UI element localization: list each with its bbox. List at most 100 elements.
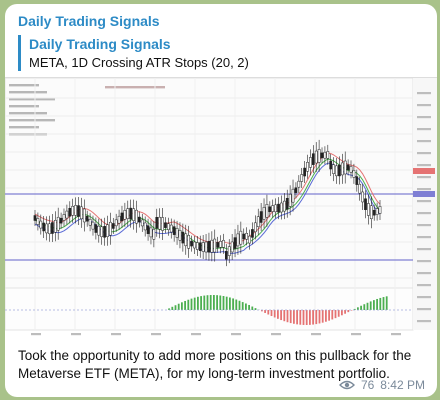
candle-body [196, 242, 199, 250]
histogram-bar [293, 310, 295, 324]
axis-tick [417, 164, 431, 167]
channel-name[interactable]: Daily Trading Signals [18, 13, 160, 29]
candle-body [343, 160, 347, 175]
candle-body [219, 241, 222, 248]
chart-image[interactable] [5, 77, 437, 340]
candle-body [143, 222, 147, 231]
candle-body [213, 238, 217, 253]
candle-body [311, 153, 315, 165]
histogram-bar [270, 310, 273, 317]
axis-tick [417, 260, 431, 263]
candle-body [297, 180, 301, 188]
candle-body [372, 209, 376, 216]
candle-body [62, 214, 66, 221]
axis-tick [417, 236, 431, 239]
axis-tick [391, 333, 401, 336]
candle-body [132, 208, 135, 221]
histogram-bar [357, 307, 359, 310]
candle-body [242, 233, 246, 240]
histogram-bar [286, 310, 289, 323]
candle-body [184, 233, 188, 247]
reply-preview[interactable]: Daily Trading Signals META, 1D Crossing … [18, 35, 428, 71]
candle-body [323, 151, 327, 159]
candle-body [288, 194, 292, 207]
candle-body [349, 166, 353, 173]
histogram-bar [177, 303, 180, 310]
candle-body [97, 225, 101, 236]
reply-title: Daily Trading Signals [29, 36, 171, 52]
axis-tick [311, 333, 321, 336]
candle-body [358, 183, 362, 194]
legend-line [9, 119, 55, 122]
legend-line [9, 98, 55, 101]
candle-body [109, 221, 112, 236]
candle-body [300, 174, 304, 182]
candle-body [303, 167, 306, 177]
candle-body [82, 208, 86, 223]
histogram-bar [353, 308, 356, 310]
candle-body [233, 237, 237, 249]
candle-body [59, 217, 63, 224]
histogram-bar [341, 310, 343, 316]
histogram-bar [174, 305, 177, 310]
view-count: 76 [360, 378, 375, 392]
candle-body [152, 229, 156, 240]
candle-body [338, 164, 341, 177]
candle-body [369, 205, 373, 219]
message-bubble: Daily Trading Signals Daily Trading Sign… [5, 4, 437, 397]
candle-body [268, 206, 272, 213]
candle-body [274, 204, 277, 213]
candle-body [178, 229, 182, 241]
histogram-bar [360, 305, 362, 310]
histogram-bar [299, 310, 302, 325]
histogram-bar [200, 296, 202, 310]
chart-screenshot [5, 78, 437, 340]
histogram-bar [312, 310, 314, 325]
candle-body [42, 222, 46, 232]
histogram-bar [382, 297, 385, 310]
candle-body [103, 226, 106, 238]
candle-body [352, 170, 356, 178]
histogram-bar [248, 304, 250, 310]
candle-body [364, 198, 367, 210]
candle-body [230, 241, 234, 253]
histogram-bar [225, 296, 228, 310]
candle-body [207, 240, 211, 253]
candle-body [236, 233, 240, 247]
candle-body [222, 240, 225, 248]
candle-body [259, 211, 263, 223]
candle-body [193, 241, 196, 249]
candle-body [201, 242, 205, 252]
candle-body [123, 210, 127, 220]
histogram-bar [184, 300, 186, 310]
candle-body [294, 187, 298, 193]
histogram-bar [305, 310, 308, 325]
histogram-bar [321, 310, 324, 323]
histogram-bar [347, 310, 350, 313]
candle-body [126, 208, 130, 219]
candle-body [117, 215, 121, 224]
histogram-bar [376, 298, 378, 310]
candle-body [340, 162, 344, 176]
candle-body [210, 239, 214, 253]
candle-body [271, 205, 275, 212]
candle-body [280, 202, 283, 213]
histogram-bar [203, 295, 206, 310]
candle-body [285, 198, 289, 210]
legend-line [9, 112, 47, 115]
axis-tick [417, 140, 431, 143]
axis-tick [417, 92, 431, 95]
histogram-bar [245, 303, 247, 310]
axis-tick [417, 116, 431, 119]
candle-body [138, 216, 141, 223]
candle-body [74, 205, 77, 216]
histogram-bar [190, 298, 193, 310]
histogram-bar [280, 310, 282, 321]
candle-body [332, 164, 335, 174]
histogram-bar [267, 310, 270, 315]
candle-body [216, 242, 219, 248]
axis-tick [351, 333, 361, 336]
price-tag [413, 168, 435, 174]
candle-body [314, 150, 318, 164]
histogram-bar [193, 297, 196, 310]
